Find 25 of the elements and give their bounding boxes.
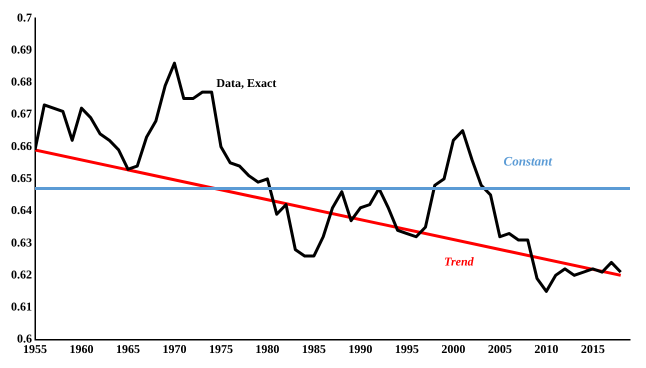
x-tick-label: 2015 [580,342,605,356]
y-tick-label: 0.65 [11,170,32,185]
x-tick-label: 1975 [208,342,233,356]
x-tick-label: 2010 [534,342,558,356]
x-tick-label: 2005 [488,342,512,356]
x-tick-label: 1970 [162,342,186,356]
y-tick-label: 0.66 [11,138,32,153]
x-tick-label: 1990 [348,342,372,356]
series-label: Data, Exact [216,76,276,90]
y-tick-label: 0.63 [11,235,32,250]
y-tick-label: 0.67 [11,106,32,121]
x-tick-label: 1995 [394,342,419,356]
y-tick-label: 0.69 [11,42,32,56]
y-tick-label: 0.64 [11,203,32,218]
x-tick-label: 1965 [116,342,140,356]
ref-line-label: Constant [504,153,552,168]
y-tick-label: 0.7 [17,10,32,24]
series-label: Trend [444,254,475,269]
y-tick-label: 0.62 [11,267,32,282]
x-tick-label: 1985 [302,342,326,356]
y-tick-label: 0.68 [11,74,32,89]
x-tick-label: 1980 [255,342,280,356]
y-tick-label: 0.61 [11,300,32,314]
x-tick-label: 2000 [441,342,466,356]
x-tick-label: 1960 [69,342,94,356]
